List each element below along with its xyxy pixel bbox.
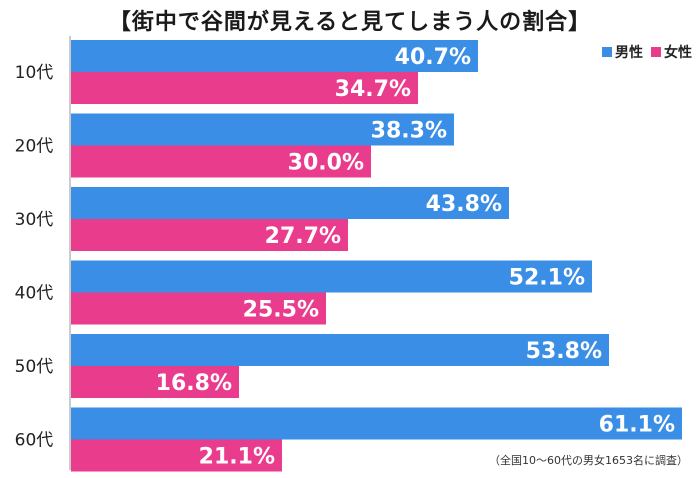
category-label: 30代: [15, 210, 54, 230]
data-label: 27.7%: [265, 224, 341, 249]
data-label: 40.7%: [395, 45, 471, 70]
category-label: 10代: [15, 63, 54, 83]
bar: [71, 334, 609, 366]
bar: [71, 113, 454, 146]
legend: 男性 女性: [594, 42, 692, 62]
data-label: 43.8%: [426, 192, 502, 217]
footnote: （全国10～60代の男女1653名に調査）: [489, 454, 688, 467]
data-label: 61.1%: [599, 413, 675, 438]
legend-item-male: 男性: [602, 42, 643, 62]
data-label: 34.7%: [335, 77, 411, 102]
data-label: 52.1%: [509, 266, 585, 291]
legend-swatch-female: [651, 47, 661, 57]
data-label: 25.5%: [243, 298, 319, 323]
legend-label-female: 女性: [664, 45, 692, 61]
chart-title: 【街中で谷間が見えると見てしまう人の割合】: [108, 10, 592, 35]
bar: [71, 407, 682, 440]
data-label: 38.3%: [371, 119, 447, 144]
category-label: 50代: [15, 357, 54, 377]
bar: [71, 145, 371, 178]
category-label: 60代: [15, 431, 54, 451]
category-label: 20代: [15, 137, 54, 157]
data-label: 53.8%: [526, 339, 602, 364]
category-label: 40代: [15, 284, 54, 304]
bar: [71, 40, 478, 72]
bar: [71, 292, 326, 325]
legend-swatch-male: [602, 47, 612, 57]
bar: [71, 187, 509, 219]
data-label: 21.1%: [199, 445, 275, 470]
data-label: 16.8%: [156, 371, 232, 396]
bar: [71, 260, 592, 293]
bar: [71, 439, 282, 472]
bar: [71, 219, 348, 251]
bar: [71, 72, 418, 104]
legend-item-female: 女性: [651, 42, 692, 62]
data-label: 30.0%: [288, 151, 364, 176]
bar: [71, 366, 239, 398]
legend-label-male: 男性: [615, 45, 643, 61]
